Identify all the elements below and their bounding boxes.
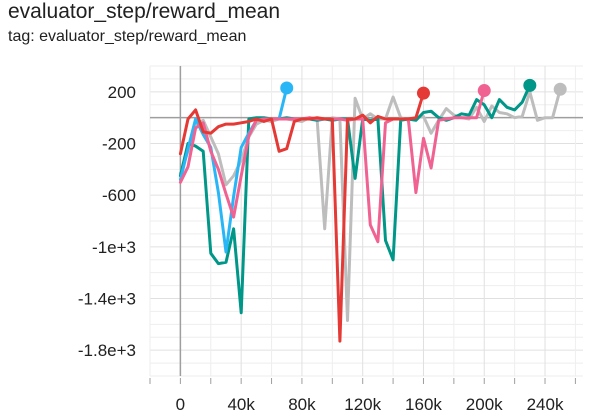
series-end-point-3 (280, 81, 294, 95)
x-tick-label: 0 (176, 395, 185, 414)
chart-title: evaluator_step/reward_mean (8, 0, 280, 23)
y-tick-label: -1e+3 (92, 238, 136, 257)
chart-subtitle: tag: evaluator_step/reward_mean (8, 28, 247, 45)
series-line-2 (178, 83, 532, 315)
y-tick-label: -1.4e+3 (78, 290, 136, 309)
y-tick-label: -600 (102, 186, 136, 205)
x-tick-label: 160k (405, 395, 442, 414)
series-end-point-4 (477, 84, 491, 98)
series-line-5 (178, 91, 425, 343)
x-tick-label: 240k (527, 395, 564, 414)
series-line-1 (178, 87, 562, 322)
series-end-point-2 (523, 78, 537, 92)
y-tick-label: 200 (108, 83, 136, 102)
y-tick-label: -200 (102, 135, 136, 154)
x-tick-label: 40k (227, 395, 255, 414)
x-tick-label: 80k (288, 395, 316, 414)
x-tick-label: 200k (466, 395, 503, 414)
series-end-point-5 (416, 86, 430, 100)
y-tick-label: -1.8e+3 (78, 341, 136, 360)
series-end-point-1 (553, 82, 567, 96)
x-tick-label: 120k (344, 395, 381, 414)
